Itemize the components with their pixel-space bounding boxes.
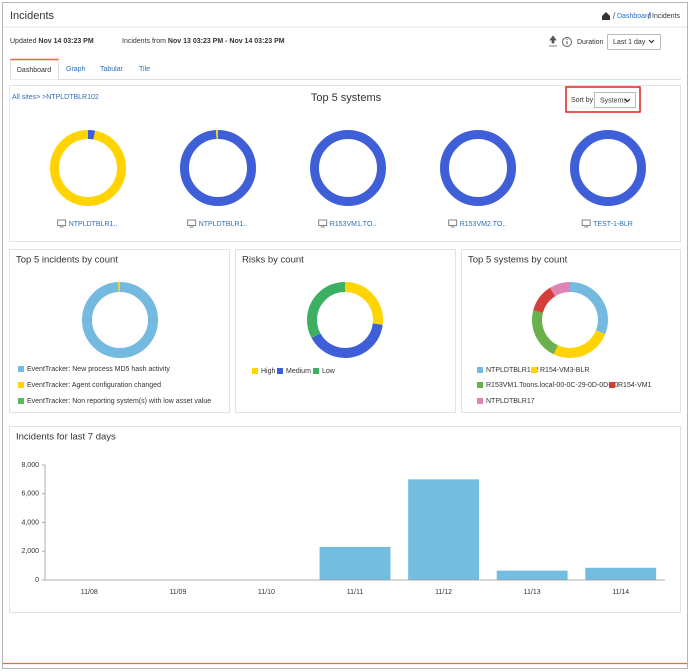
x-tick-label: 11/11 [347, 589, 364, 596]
donut-segment [532, 282, 608, 358]
panel-title: Risks by count [242, 255, 304, 266]
system-link[interactable]: NTPLDTBLR1.. [69, 221, 118, 228]
monitor-icon [57, 219, 67, 226]
legend-swatch [531, 367, 537, 373]
updated-label: Updated [10, 38, 37, 45]
legend-swatch [18, 366, 24, 372]
duration-value: Last 1 day [613, 39, 646, 46]
tab[interactable]: Tile [139, 66, 150, 73]
x-tick-label: 11/09 [169, 589, 186, 596]
bar [496, 570, 568, 580]
separator [612, 11, 616, 20]
legend-label: EventTracker: Non reporting system(s) wi… [27, 398, 211, 405]
highlight-box [565, 86, 641, 113]
legend-label: EventTracker: New process MD5 hash activ… [27, 366, 170, 373]
y-tick-label: 8,000 [21, 462, 39, 469]
x-tick-label: 11/12 [435, 589, 452, 596]
updated-value: Nov 14 03:23 PM [38, 38, 93, 45]
donut-segment [307, 282, 383, 358]
panel [235, 249, 456, 413]
legend-label: Medium [286, 368, 311, 375]
monitor-icon [187, 219, 197, 226]
legend-swatch [609, 382, 615, 388]
updated: Updated Nov 14 03:23 PM [10, 38, 94, 45]
panel [9, 249, 230, 413]
panel-title: Top 5 systems by count [468, 255, 568, 266]
breadcrumb-link[interactable]: Dashboard [617, 13, 651, 20]
duration-select[interactable] [607, 34, 661, 50]
system-link[interactable]: R153VM1.TO.. [330, 221, 377, 228]
legend-label: Low [322, 368, 336, 375]
panel-title: Top 5 incidents by count [16, 255, 118, 266]
panel [461, 249, 681, 413]
system-link[interactable]: NTPLDTBLR1.. [199, 221, 248, 228]
panel-title: Incidents for last 7 days [16, 432, 116, 443]
panel [9, 85, 681, 242]
sort-select[interactable] [594, 92, 636, 108]
donut-segment [440, 130, 516, 206]
monitor-icon [318, 219, 328, 226]
home-icon[interactable] [602, 12, 610, 20]
legend-swatch [18, 382, 24, 388]
legend-label: R154-VM3-BLR [540, 367, 589, 374]
monitor-icon [581, 219, 591, 226]
donut-segment [180, 130, 256, 206]
panel-title: Top 5 systems [311, 92, 382, 104]
legend-label: NTPLDTBLR17 [486, 398, 535, 405]
info-icon[interactable] [562, 37, 572, 47]
range: Incidents from Nov 13 03:23 PM - Nov 14 … [122, 38, 285, 45]
sort-value: Systems [600, 97, 627, 104]
range-value: Nov 13 03:23 PM - Nov 14 03:23 PM [168, 38, 285, 45]
chevron [624, 98, 631, 103]
legend-label: EventTracker: Agent configuration change… [27, 382, 161, 389]
monitor-icon [448, 219, 458, 226]
legend-label: R153VM1.Toons.local-00-0C-29-0D-0D-00 [486, 382, 618, 389]
x-tick-label: 11/13 [524, 589, 541, 596]
legend-swatch [477, 398, 483, 404]
panel [9, 426, 681, 613]
export-icon[interactable] [549, 35, 557, 47]
donut-segment [310, 130, 386, 206]
legend-label: NTPLDTBLR102 [486, 367, 539, 374]
y-tick-label: 4,000 [21, 519, 39, 526]
donut-segment [50, 130, 126, 206]
separator [647, 11, 651, 20]
bar [319, 546, 391, 580]
y-tick-label: 2,000 [21, 548, 39, 555]
donut-segment [307, 282, 383, 358]
x-tick-label: 11/08 [81, 589, 98, 596]
legend-swatch [18, 398, 24, 404]
y-tick-label: 0 [35, 577, 39, 584]
y-tick-label: 6,000 [21, 491, 39, 498]
legend-swatch [313, 368, 319, 374]
legend-swatch [477, 367, 483, 373]
donut-segment [532, 282, 608, 358]
tab[interactable]: Tabular [100, 66, 124, 73]
site-breadcrumb[interactable]: All sites> >NTPLDTBLR102 [12, 94, 99, 101]
x-tick-label: 11/10 [258, 589, 275, 596]
chevron [648, 39, 655, 44]
breadcrumb-current: Incidents [652, 13, 681, 20]
legend-swatch [477, 382, 483, 388]
range-label: Incidents from [122, 38, 166, 45]
legend-label: R154-VM1 [618, 382, 652, 389]
duration-label: Duration [577, 39, 604, 46]
legend-swatch [277, 368, 283, 374]
page-title: Incidents [10, 10, 55, 22]
donut-segment [532, 282, 608, 358]
legend-label: High [261, 368, 276, 375]
system-link[interactable]: R153VM2.TO.. [460, 221, 507, 228]
tab[interactable]: Graph [66, 66, 86, 73]
x-tick-label: 11/14 [612, 589, 629, 596]
bar [408, 479, 479, 580]
donut-segment [82, 282, 158, 358]
sort-label: Sort by [571, 97, 594, 104]
legend-swatch [252, 368, 258, 374]
bar [585, 567, 657, 580]
donut-segment [570, 130, 646, 206]
tab[interactable]: Dashboard [17, 67, 51, 74]
system-link[interactable]: TEST-1-BLR [593, 221, 633, 228]
